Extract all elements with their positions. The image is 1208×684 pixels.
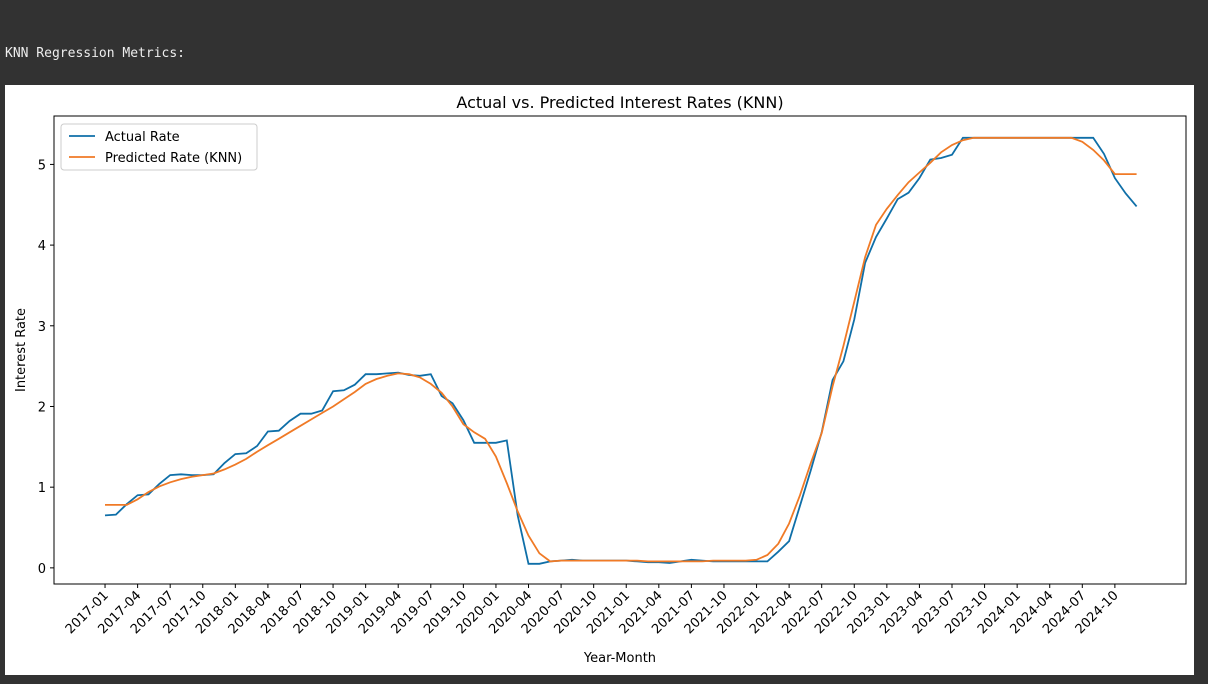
y-tick-label: 5 — [38, 158, 46, 173]
y-tick-label: 3 — [38, 320, 46, 335]
legend-box — [60, 123, 258, 171]
legend-label: Actual Rate — [105, 130, 180, 145]
y-tick-label: 0 — [38, 562, 46, 577]
output-line: KNN Regression Metrics: — [5, 46, 186, 61]
y-tick-label: 1 — [38, 481, 46, 496]
series-line — [105, 136, 1137, 563]
x-axis-label: Year-Month — [583, 651, 656, 666]
y-tick-label: 2 — [38, 400, 46, 415]
y-axis-label: Interest Rate — [14, 308, 29, 392]
y-tick-label: 4 — [38, 239, 46, 254]
plot-frame — [53, 115, 1187, 585]
chart-title: Actual vs. Predicted Interest Rates (KNN… — [456, 93, 783, 112]
legend-label: Predicted Rate (KNN) — [105, 151, 242, 166]
legend: Actual Rate Predicted Rate (KNN) — [60, 123, 258, 171]
figure-background — [5, 85, 1194, 675]
